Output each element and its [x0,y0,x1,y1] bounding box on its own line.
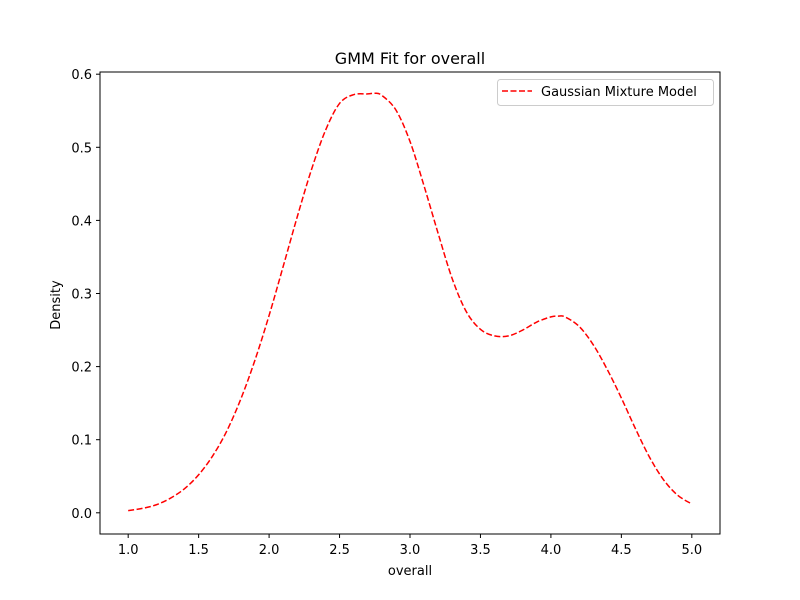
y-tick-label: 0.6 [71,68,92,83]
x-axis-ticks: 1.0 1.5 2.0 2.5 3.0 3.5 4.0 4.5 5.0 [118,534,702,558]
legend: Gaussian Mixture Model [497,79,714,106]
x-tick-label: 4.0 [541,543,562,558]
x-tick-label: 3.5 [470,543,491,558]
x-axis-label: overall [388,564,432,579]
legend-label-gaussian-mixture-model: Gaussian Mixture Model [541,85,697,100]
y-tick-label: 0.5 [71,141,92,156]
y-tick-label: 0.2 [71,361,92,376]
x-tick-label: 1.0 [118,543,139,558]
x-tick-label: 4.5 [611,543,632,558]
y-tick-label: 0.4 [71,214,92,229]
x-tick-label: 3.0 [400,543,421,558]
x-tick-label: 1.5 [188,543,209,558]
chart-title: GMM Fit for overall [335,49,485,68]
x-tick-label: 5.0 [681,543,702,558]
y-axis-ticks: 0.0 0.1 0.2 0.3 0.4 0.5 0.6 [71,68,100,522]
y-tick-label: 0.1 [71,434,92,449]
x-tick-label: 2.5 [329,543,350,558]
plot-frame [99,71,721,535]
legend-box [497,79,714,106]
y-tick-label: 0.3 [71,287,92,302]
x-tick-label: 2.0 [259,543,280,558]
y-axis-label: Density [49,280,64,330]
plot-area [128,92,693,512]
series-line-gaussian-mixture-model [128,92,693,512]
y-tick-label: 0.0 [71,507,92,522]
